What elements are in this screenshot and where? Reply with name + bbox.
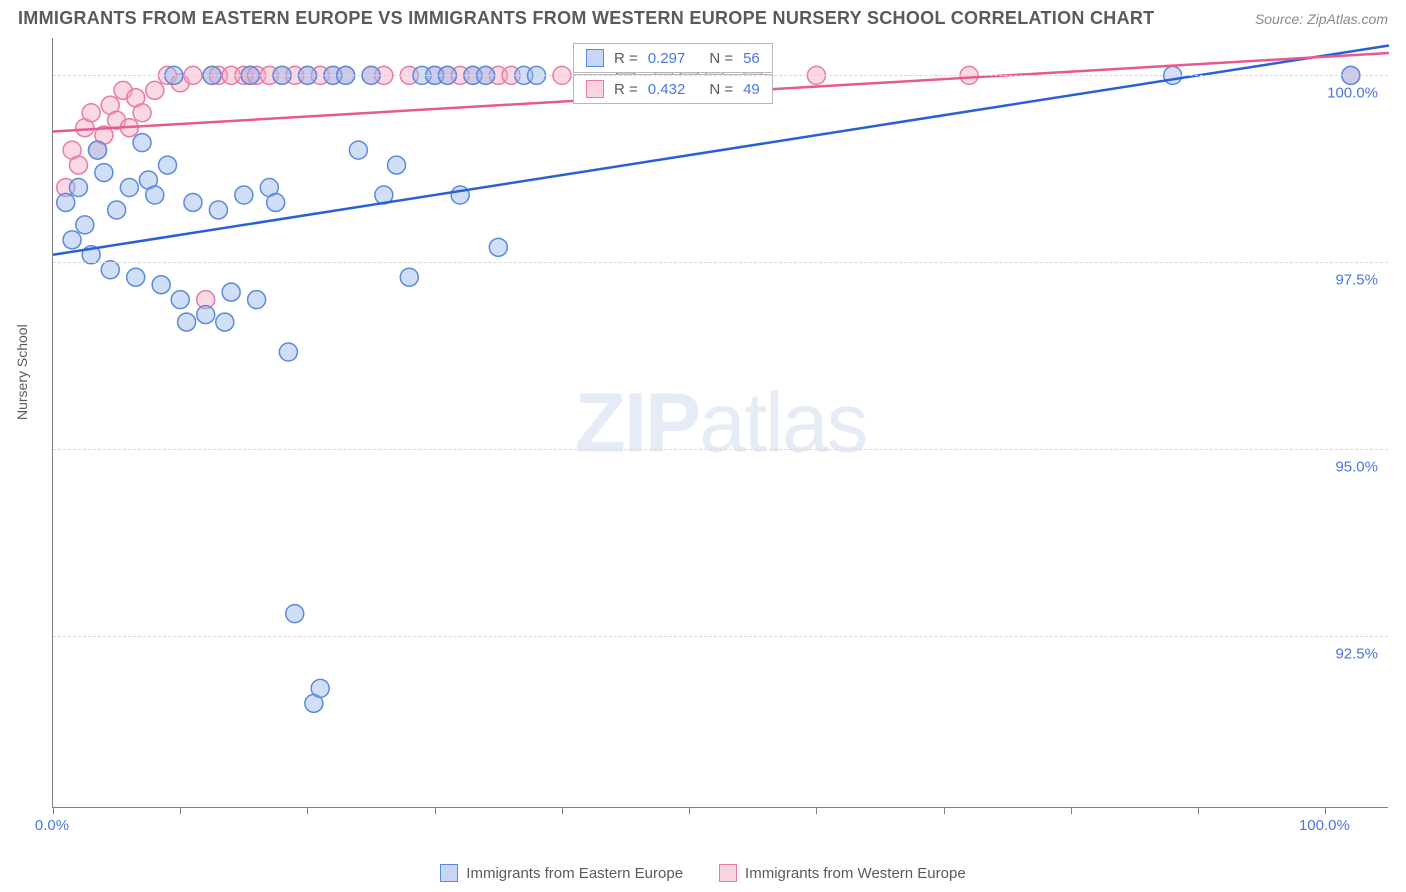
data-point	[286, 605, 304, 623]
data-point	[76, 216, 94, 234]
western-swatch-icon	[719, 864, 737, 882]
source-attribution: Source: ZipAtlas.com	[1255, 11, 1388, 27]
x-tick	[816, 807, 817, 814]
data-point	[400, 268, 418, 286]
data-point	[311, 679, 329, 697]
data-point	[388, 156, 406, 174]
data-point	[235, 186, 253, 204]
y-tick-label: 95.0%	[1335, 459, 1378, 476]
data-point	[152, 276, 170, 294]
eastern-swatch-icon	[586, 49, 604, 67]
x-tick	[944, 807, 945, 814]
data-point	[101, 261, 119, 279]
data-point	[63, 231, 81, 249]
data-point	[267, 193, 285, 211]
data-point	[222, 283, 240, 301]
data-point	[349, 141, 367, 159]
data-point	[279, 343, 297, 361]
data-point	[146, 81, 164, 99]
data-point	[146, 186, 164, 204]
data-point	[178, 313, 196, 331]
legend-stats-eastern: R = 0.297 N = 56	[573, 43, 773, 73]
x-tick	[1071, 807, 1072, 814]
x-tick-label: 100.0%	[1299, 817, 1350, 834]
data-point	[171, 291, 189, 309]
scatter-svg	[53, 38, 1388, 807]
gridline	[53, 636, 1388, 637]
x-tick	[1198, 807, 1199, 814]
y-tick-label: 97.5%	[1335, 272, 1378, 289]
gridline	[53, 449, 1388, 450]
data-point	[159, 156, 177, 174]
legend-item-western: Immigrants from Western Europe	[719, 864, 966, 882]
data-point	[209, 201, 227, 219]
data-point	[451, 186, 469, 204]
data-point	[89, 141, 107, 159]
data-point	[248, 291, 266, 309]
data-point	[489, 238, 507, 256]
data-point	[216, 313, 234, 331]
legend-item-eastern: Immigrants from Eastern Europe	[440, 864, 683, 882]
plot-area: ZIPatlas R = 0.297 N = 56 R = 0.432 N = …	[52, 38, 1388, 808]
data-point	[69, 179, 87, 197]
x-tick	[689, 807, 690, 814]
x-tick	[53, 807, 54, 814]
legend-stats-western: R = 0.432 N = 49	[573, 74, 773, 104]
bottom-legend: Immigrants from Eastern Europe Immigrant…	[0, 864, 1406, 882]
western-swatch-icon	[586, 80, 604, 98]
data-point	[69, 156, 87, 174]
data-point	[133, 134, 151, 152]
x-tick	[435, 807, 436, 814]
y-axis-label: Nursery School	[14, 324, 30, 420]
x-tick	[180, 807, 181, 814]
x-tick	[307, 807, 308, 814]
gridline	[53, 75, 1388, 76]
gridline	[53, 262, 1388, 263]
data-point	[127, 268, 145, 286]
data-point	[82, 104, 100, 122]
x-tick-label: 0.0%	[35, 817, 69, 834]
y-tick-label: 100.0%	[1327, 85, 1378, 102]
data-point	[184, 193, 202, 211]
chart-title: IMMIGRANTS FROM EASTERN EUROPE VS IMMIGR…	[18, 8, 1154, 29]
x-tick	[562, 807, 563, 814]
x-tick	[1325, 807, 1326, 814]
y-tick-label: 92.5%	[1335, 646, 1378, 663]
data-point	[108, 201, 126, 219]
data-point	[57, 193, 75, 211]
data-point	[133, 104, 151, 122]
eastern-swatch-icon	[440, 864, 458, 882]
data-point	[197, 306, 215, 324]
data-point	[120, 179, 138, 197]
data-point	[95, 164, 113, 182]
